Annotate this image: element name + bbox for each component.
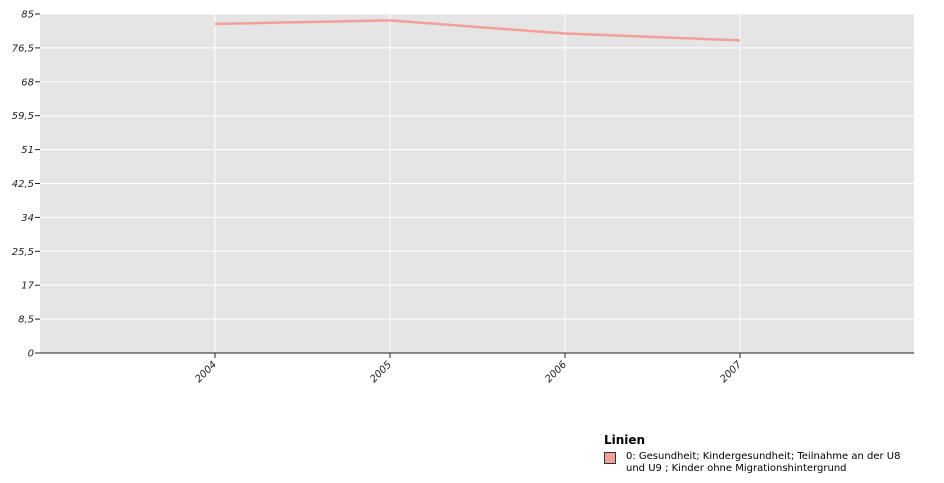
x-axis-ticks: 2004 2005 2006 2007 — [193, 353, 745, 385]
legend-item: 0: Gesundheit; Kindergesundheit; Teilnah… — [604, 451, 944, 475]
y-tick-label: 85 — [21, 10, 34, 21]
y-tick-label: 59,5 — [12, 111, 34, 122]
legend-swatch — [604, 452, 616, 464]
y-axis-ticks: 0 8,5 17 25,5 34 42,5 51 59,5 68 76,5 85 — [12, 10, 40, 360]
x-tick-label: 2006 — [543, 359, 569, 385]
legend-title: Linien — [604, 433, 646, 447]
y-tick-label: 42,5 — [12, 179, 34, 190]
series-lines — [214, 19, 741, 42]
y-tick-label: 17 — [21, 281, 34, 292]
legend-label: 0: Gesundheit; Kindergesundheit; Teilnah… — [626, 451, 901, 474]
x-tick-label: 2004 — [193, 359, 219, 385]
y-tick-label: 25,5 — [12, 247, 34, 258]
y-tick-label: 0 — [28, 349, 34, 360]
y-tick-label: 76,5 — [12, 43, 34, 54]
x-tick-label: 2007 — [718, 359, 744, 385]
y-tick-label: 51 — [21, 145, 34, 156]
series-line — [214, 19, 741, 42]
x-tick-label: 2005 — [368, 359, 394, 385]
vertical-gridlines — [214, 14, 741, 353]
y-tick-label: 68 — [21, 77, 34, 88]
horizontal-gridlines — [40, 13, 914, 320]
legend: Linien 0: Gesundheit; Kindergesundheit; … — [604, 433, 944, 475]
y-tick-label: 8,5 — [18, 315, 34, 326]
y-tick-label: 34 — [21, 213, 34, 224]
